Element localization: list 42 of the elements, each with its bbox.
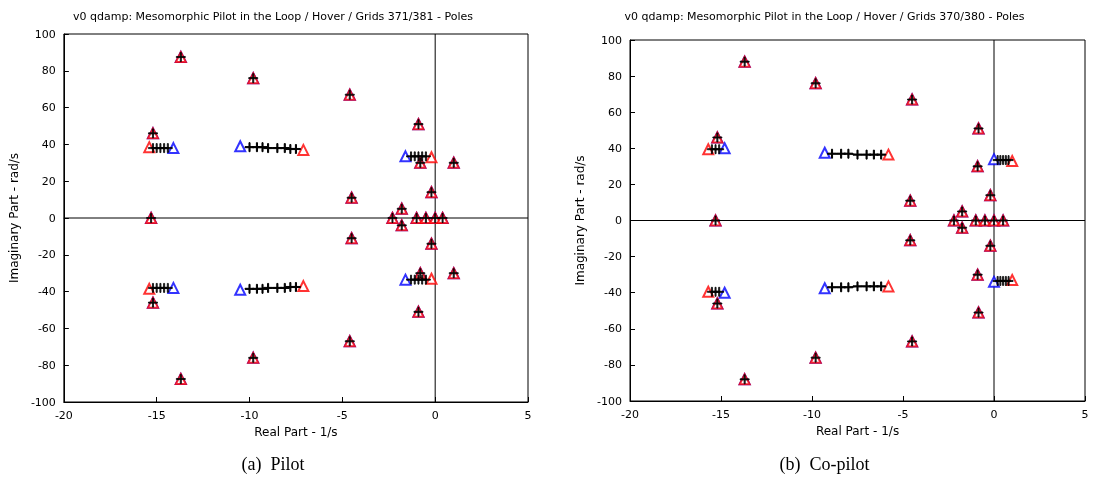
text: (a) Pilot: [241, 454, 305, 475]
y-tick-label: 20: [608, 177, 622, 191]
y-tick-label: 100: [601, 33, 622, 47]
y-tick-label: -60: [604, 322, 622, 336]
text: (b) Co-pilot: [779, 454, 870, 475]
y-tick-label: 80: [608, 69, 622, 83]
x-axis-title: Real Part - 1/s: [815, 423, 900, 438]
y-tick-label: -100: [597, 394, 622, 408]
y-tick-label: 60: [608, 105, 622, 119]
y-tick-label: -80: [37, 358, 56, 372]
x-tick-label: -20: [621, 408, 639, 421]
y-tick-label: -80: [604, 358, 622, 372]
y-tick-label: 0: [48, 211, 56, 225]
x-tick-label: 0: [990, 408, 998, 421]
y-tick-label: 0: [615, 214, 622, 227]
y-axis-title: Imaginary Part - rad/s: [573, 155, 588, 286]
y-tick-label: -20: [37, 248, 56, 262]
y-tick-label: 100: [34, 27, 56, 41]
chart-title: v0 qdamp: Mesomorphic Pilot in the Loop / Hover / Grids 371/381 - Poles: [72, 10, 474, 23]
x-tick-label: -10: [803, 408, 821, 421]
y-tick-label: -40: [37, 285, 56, 299]
x-tick-label: 5: [524, 409, 532, 422]
x-tick-label: -15: [712, 408, 730, 421]
x-tick-label: -20: [54, 409, 73, 422]
y-tick-label: -40: [604, 286, 622, 300]
y-tick-label: -20: [604, 250, 622, 264]
x-axis-title: Real Part - 1/s: [254, 424, 338, 439]
y-tick-label: -60: [37, 321, 56, 335]
y-tick-label: -100: [30, 395, 56, 409]
x-tick-label: -10: [240, 409, 259, 422]
chart-title: v0 qdamp: Mesomorphic Pilot in the Loop / Hover / Grids 370/380 - Poles: [624, 10, 1025, 23]
y-tick-label: 40: [608, 141, 622, 155]
x-tick-label: -5: [897, 408, 909, 421]
y-tick-label: 60: [41, 101, 56, 115]
x-tick-label: -15: [147, 409, 166, 422]
y-tick-label: 80: [41, 64, 56, 78]
y-tick-label: 40: [41, 137, 56, 151]
x-tick-label: -5: [336, 409, 348, 422]
y-axis-title: Imaginary Part - rad/s: [7, 152, 21, 284]
y-tick-label: 20: [41, 174, 56, 188]
x-tick-label: 5: [1081, 408, 1089, 421]
x-tick-label: 0: [431, 409, 439, 422]
